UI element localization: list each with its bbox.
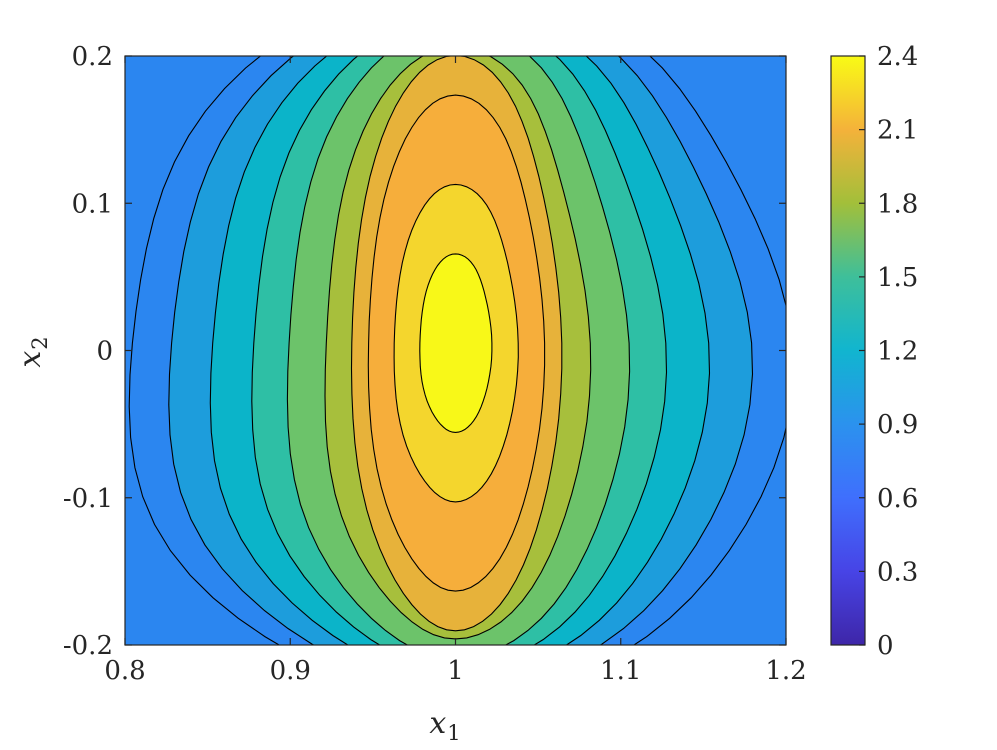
- x-axis-label: x1: [429, 706, 460, 745]
- colorbar-ticks: 0 0.3 0.6 0.9 1.2 1.5 1.8 2.1 2.4: [859, 42, 918, 661]
- x-tick-label: 1.1: [600, 656, 641, 686]
- colorbar-tick-label: 1.5: [877, 263, 918, 293]
- colorbar-tick-label: 2.4: [877, 42, 918, 72]
- colorbar-tick-label: 0.6: [877, 484, 918, 514]
- colorbar-tick-label: 2.1: [877, 116, 918, 146]
- x-axis-ticks: 0.8 0.9 1 1.1 1.2: [104, 56, 807, 686]
- colorbar-tick-label: 1.8: [877, 189, 918, 219]
- x-tick-label: 1: [447, 656, 464, 686]
- contour-bands: [125, 56, 786, 645]
- y-tick-label: 0: [96, 337, 113, 367]
- colorbar: 0 0.3 0.6 0.9 1.2 1.5 1.8 2.1 2.4: [830, 42, 918, 661]
- y-tick-label: -0.1: [63, 484, 113, 514]
- x-tick-label: 0.8: [104, 656, 145, 686]
- contour-plot-area: 0.8 0.9 1 1.1 1.2 -0.2 -0.1 0 0.1 0.2 x1 x2: [13, 42, 807, 745]
- y-tick-label: 0.2: [72, 42, 113, 72]
- y-tick-label: -0.2: [63, 631, 113, 661]
- colorbar-tick-label: 0.3: [877, 557, 918, 587]
- x-tick-label: 1.2: [765, 656, 806, 686]
- y-axis-label: x2: [13, 336, 52, 367]
- y-tick-label: 0.1: [72, 189, 113, 219]
- y-axis-ticks: -0.2 -0.1 0 0.1 0.2: [63, 42, 786, 661]
- contour-level-2-4: [419, 253, 493, 433]
- colorbar-tick-label: 0.9: [877, 410, 918, 440]
- colorbar-tick-label: 1.2: [877, 337, 918, 367]
- colorbar-tick-label: 0: [877, 631, 894, 661]
- x-tick-label: 0.9: [270, 656, 311, 686]
